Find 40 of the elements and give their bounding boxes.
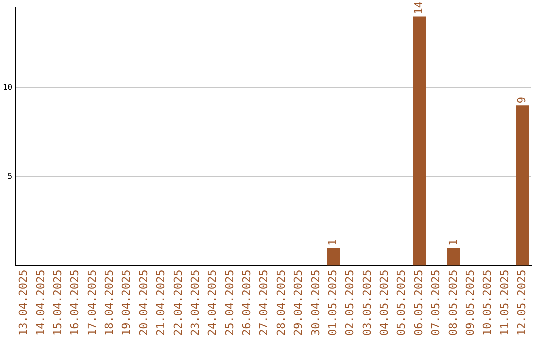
- y-tick-label: 5: [8, 172, 13, 181]
- x-tick-label: 02.05.2025: [344, 270, 357, 336]
- x-tick-label: 19.04.2025: [120, 270, 134, 336]
- x-tick-label: 15.04.2025: [51, 270, 64, 336]
- data-label: 9: [516, 97, 529, 104]
- data-label: 1: [446, 239, 460, 246]
- x-tick-label: 07.05.2025: [430, 270, 443, 336]
- x-tick-label: 03.05.2025: [360, 270, 374, 336]
- x-tick-label: 12.05.2025: [516, 270, 529, 336]
- x-tick-label: 09.05.2025: [464, 270, 477, 336]
- x-tick-label: 22.04.2025: [172, 270, 185, 336]
- data-label: 14: [412, 1, 426, 15]
- x-tick-label: 13.04.2025: [17, 270, 30, 336]
- x-tick-label: 06.05.2025: [412, 270, 426, 336]
- x-tick-label: 27.04.2025: [258, 270, 271, 336]
- x-tick-label: 24.04.2025: [206, 270, 220, 336]
- x-tick-label: 20.04.2025: [137, 270, 150, 336]
- x-tick-label: 01.05.2025: [326, 270, 340, 336]
- x-tick-label: 16.04.2025: [68, 270, 82, 336]
- x-tick-label: 28.04.2025: [274, 270, 288, 336]
- x-tick-label: 11.05.2025: [498, 270, 512, 336]
- x-tick-label: 30.04.2025: [309, 270, 322, 336]
- x-tick-label: 18.04.2025: [103, 270, 116, 336]
- x-tick-label: 25.04.2025: [223, 270, 236, 336]
- x-tick-label: 08.05.2025: [446, 270, 460, 336]
- x-tick-label: 14.04.2025: [34, 270, 48, 336]
- x-tick-label: 05.05.2025: [395, 270, 408, 336]
- x-tick-label: 17.04.2025: [86, 270, 99, 336]
- x-tick-label: 21.04.2025: [154, 270, 168, 336]
- data-label: 1: [326, 239, 340, 246]
- x-tick-label: 23.04.2025: [188, 270, 202, 336]
- bar: [447, 248, 460, 266]
- bar: [413, 16, 426, 266]
- bar: [327, 248, 340, 266]
- bar: [516, 106, 530, 266]
- x-tick-label: 04.05.2025: [378, 270, 392, 336]
- y-tick-label: 10: [2, 82, 13, 92]
- x-tick-label: 26.04.2025: [240, 270, 254, 336]
- x-tick-label: 10.05.2025: [481, 270, 494, 336]
- x-tick-label: 29.04.2025: [292, 270, 306, 336]
